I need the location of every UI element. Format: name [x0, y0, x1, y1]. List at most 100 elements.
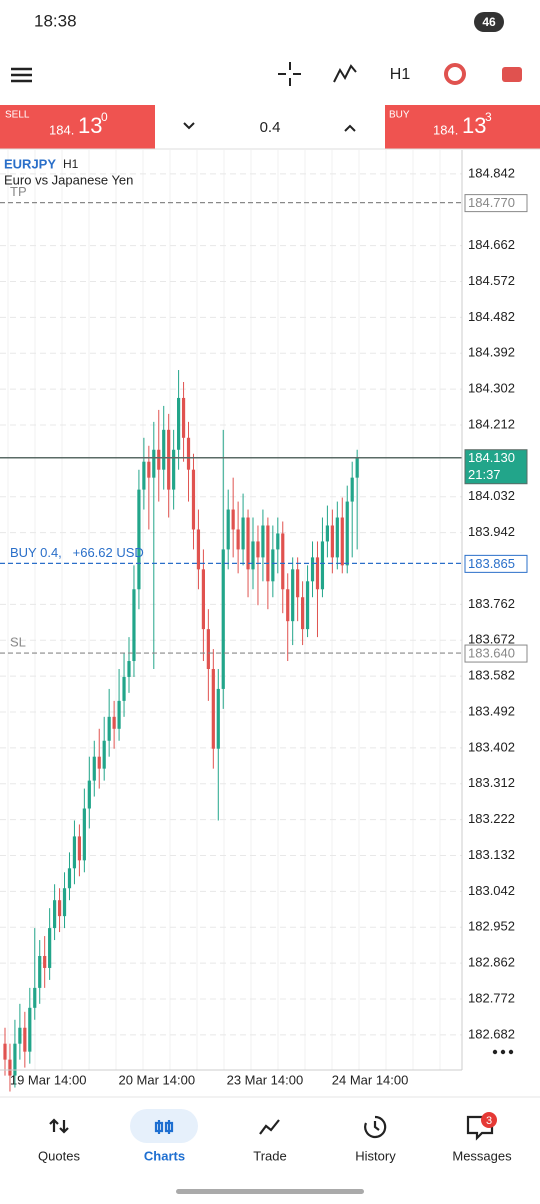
candle-body — [137, 489, 141, 590]
y-tick-label: 183.582 — [468, 668, 515, 683]
crosshair-button[interactable] — [278, 62, 301, 86]
level-name: TP — [10, 184, 27, 199]
buy-label: BUY — [389, 110, 410, 121]
symbol[interactable]: EURJPY — [4, 156, 56, 171]
candle-body — [310, 557, 315, 582]
candle-body — [102, 740, 106, 769]
nav-label[interactable]: Charts — [144, 1148, 185, 1163]
objects-button[interactable] — [444, 63, 466, 85]
buy-price-sup: 3 — [485, 110, 492, 124]
candle-body — [172, 449, 176, 490]
candle-body — [291, 569, 295, 622]
y-tick-label: 182.862 — [468, 955, 515, 970]
y-tick-label: 184.842 — [468, 165, 515, 180]
candle-body — [48, 928, 52, 968]
y-tick-label: 184.212 — [468, 416, 515, 431]
candle-body — [191, 469, 196, 530]
bottom-nav: Quotes Charts Trade History Messages 3 — [38, 1112, 512, 1163]
buy-price-big: 13 — [462, 113, 486, 138]
candle-body — [261, 525, 265, 558]
candle-body — [167, 429, 171, 490]
candle-body — [315, 557, 320, 590]
level-label: 183.640 — [468, 645, 515, 660]
candle-body — [186, 437, 191, 470]
nav-label[interactable]: Quotes — [38, 1148, 80, 1163]
sell-price-sup: 0 — [101, 110, 108, 124]
candle-body — [246, 517, 250, 570]
badge-count: 3 — [486, 1115, 492, 1127]
x-tick-label: 24 Mar 14:00 — [332, 1072, 409, 1087]
nav-icon — [259, 1119, 280, 1135]
candle-body — [67, 868, 72, 889]
candle-body — [147, 461, 151, 478]
level-label: 184.130 — [468, 450, 515, 465]
candle-body — [226, 509, 230, 550]
level-tag — [464, 644, 528, 663]
indicators-button[interactable] — [333, 64, 357, 83]
y-tick-label: 183.222 — [468, 811, 515, 826]
volume-down[interactable] — [183, 122, 195, 130]
candle-body — [236, 529, 240, 550]
badge — [481, 1112, 497, 1128]
candle-body — [28, 1007, 32, 1052]
candle-body — [72, 836, 77, 869]
candle-body — [77, 836, 81, 861]
buy-button[interactable] — [385, 105, 540, 149]
y-tick-label: 183.762 — [468, 596, 515, 611]
more-button[interactable] — [492, 1049, 514, 1055]
menu-button[interactable] — [11, 67, 32, 83]
candle-body — [266, 525, 270, 582]
countdown: 21:37 — [468, 467, 501, 482]
candle-body — [33, 987, 37, 1008]
candle-body — [23, 1027, 27, 1052]
volume-up[interactable] — [344, 124, 356, 132]
candle-body — [355, 457, 359, 478]
nav-label[interactable]: Messages — [452, 1148, 512, 1163]
sell-button[interactable] — [0, 105, 155, 149]
candle-body — [276, 533, 280, 550]
timeframe-button[interactable]: H1 — [390, 66, 411, 83]
y-tick-label: 184.392 — [468, 345, 515, 360]
battery-icon — [474, 12, 504, 32]
candle-body — [320, 541, 325, 590]
candle-body — [231, 509, 235, 530]
chart-timeframe: H1 — [63, 157, 79, 171]
nav-icon — [49, 1118, 69, 1134]
candle-body — [271, 549, 275, 582]
candle-body — [241, 517, 245, 550]
nav-label[interactable]: History — [355, 1148, 396, 1163]
y-tick-label: 183.492 — [468, 703, 515, 718]
buy-price-prefix: 184. — [433, 122, 458, 137]
candle-body — [286, 589, 290, 622]
symbol-description: Euro vs Japanese Yen — [4, 172, 133, 187]
candle-body — [13, 1043, 17, 1076]
volume[interactable]: 0.4 — [260, 119, 281, 136]
sell-label: SELL — [5, 110, 30, 121]
trade-button[interactable] — [502, 67, 522, 82]
level-tag — [464, 194, 528, 213]
y-tick-label: 183.312 — [468, 775, 515, 790]
candle-body — [221, 549, 225, 689]
sell-price-prefix: 184. — [49, 122, 74, 137]
candle-body — [8, 1059, 12, 1076]
y-tick-label: 184.482 — [468, 309, 515, 324]
y-tick-label: 184.032 — [468, 488, 515, 503]
x-tick-label: 20 Mar 14:00 — [118, 1072, 195, 1087]
candle-body — [296, 569, 300, 598]
nav-label[interactable]: Trade — [253, 1148, 286, 1163]
candle-body — [57, 900, 62, 917]
y-tick-label: 184.662 — [468, 237, 515, 252]
y-tick-label: 184.572 — [468, 273, 515, 288]
chart: 184.842 184.662 184.572 184.482 184.392 184.3… — [0, 150, 528, 1092]
candle-body — [132, 589, 136, 662]
candle-body — [206, 629, 210, 669]
candle-body — [53, 900, 57, 929]
candle-body — [152, 449, 156, 478]
y-tick-label: 183.942 — [468, 524, 515, 539]
level-label: 184.770 — [468, 195, 515, 210]
candle-body — [340, 517, 344, 566]
candle-body — [127, 661, 131, 677]
candle-body — [216, 688, 220, 749]
candle-body — [162, 429, 166, 470]
candle-body — [330, 525, 334, 558]
